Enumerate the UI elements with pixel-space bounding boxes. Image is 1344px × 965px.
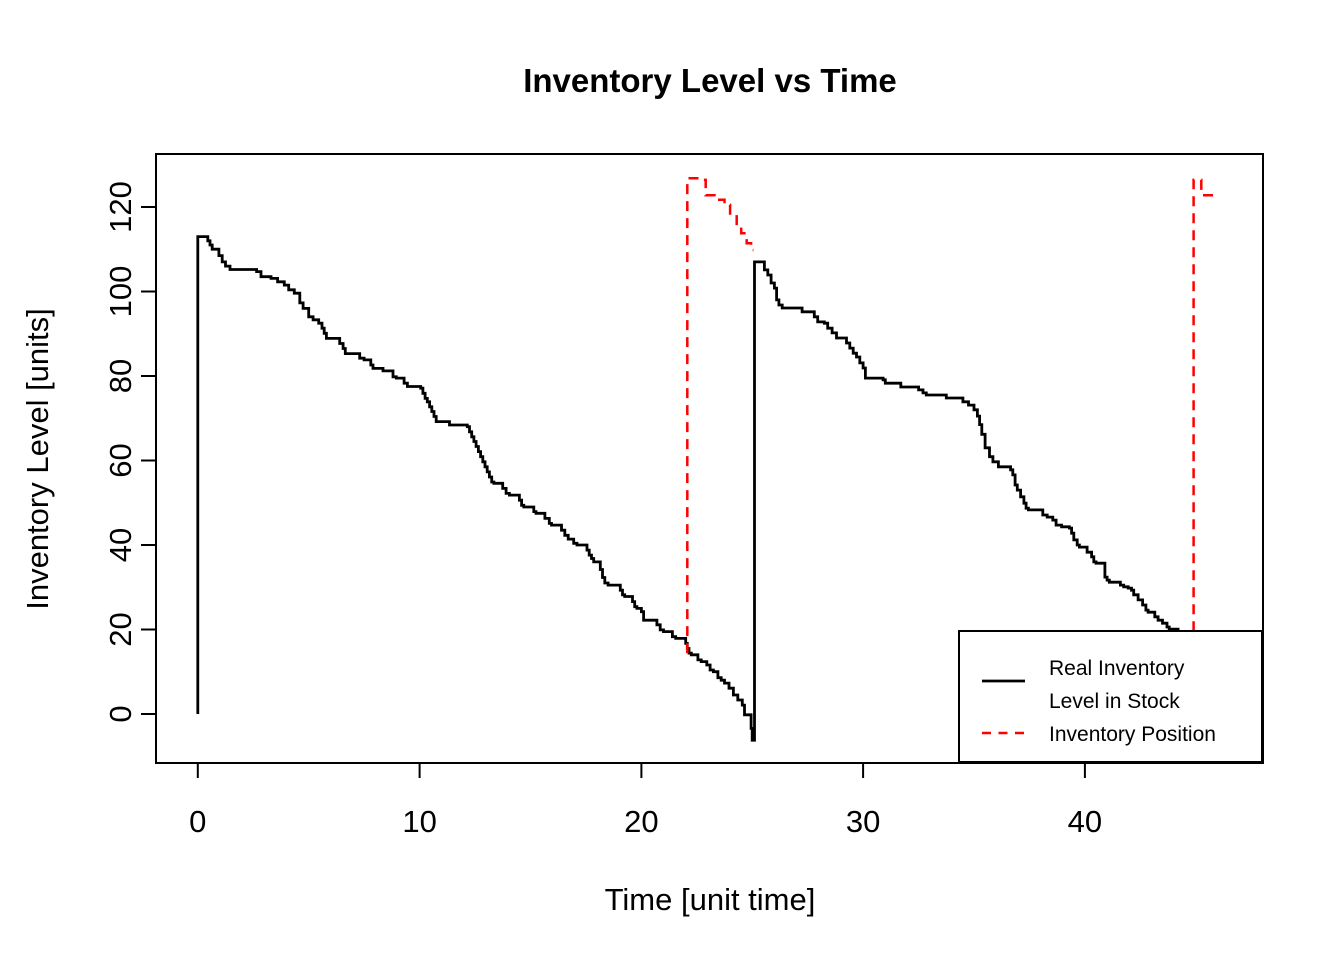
y-tick-label: 120 xyxy=(103,181,138,233)
x-tick-label: 0 xyxy=(189,804,206,839)
y-tick-label: 0 xyxy=(103,705,138,722)
x-tick-label: 20 xyxy=(624,804,658,839)
y-tick-label: 80 xyxy=(103,359,138,393)
x-tick-label: 10 xyxy=(402,804,436,839)
legend: Real Inventory Level in Stock Inventory … xyxy=(958,630,1263,763)
y-tick-label: 20 xyxy=(103,612,138,646)
series-line-inventory-position xyxy=(1192,178,1217,632)
series-line-inventory-position xyxy=(686,177,754,654)
chart-title: Inventory Level vs Time xyxy=(523,62,897,99)
legend-label-real-inventory-line2: Level in Stock xyxy=(1049,690,1180,713)
axis-ticks-layer: 0 10 20 30 40 0 20 40 60 80 100 120 xyxy=(103,181,1102,839)
legend-box xyxy=(958,630,1263,763)
y-tick-label: 100 xyxy=(103,266,138,318)
x-axis-label: Time [unit time] xyxy=(605,882,816,917)
x-tick-label: 40 xyxy=(1068,804,1102,839)
series-layer xyxy=(196,177,1217,742)
legend-label-real-inventory-line1: Real Inventory xyxy=(1049,657,1185,680)
x-tick-label: 30 xyxy=(846,804,880,839)
y-axis-label: Inventory Level [units] xyxy=(20,308,55,610)
legend-label-inventory-position: Inventory Position xyxy=(1049,723,1216,746)
y-tick-label: 60 xyxy=(103,443,138,477)
y-tick-label: 40 xyxy=(103,528,138,562)
plot-border xyxy=(155,153,1264,764)
